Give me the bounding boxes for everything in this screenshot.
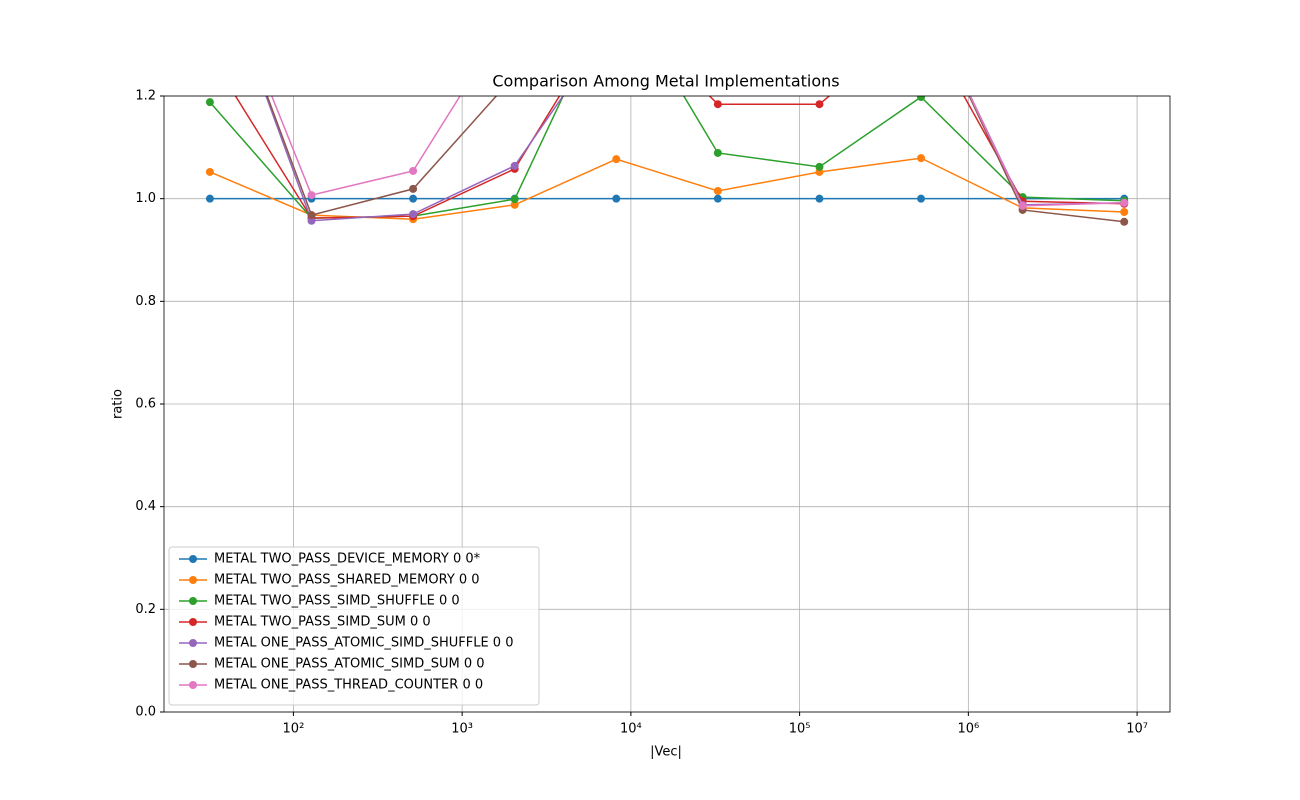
x-tick-label: 10⁶ <box>957 722 979 737</box>
legend-box <box>168 546 540 706</box>
legend-label: METAL ONE_PASS_THREAD_COUNTER 0 0 <box>214 678 483 693</box>
y-tick-label: 1.0 <box>135 191 156 206</box>
y-tick-label: 0.0 <box>135 705 156 720</box>
series-line <box>270 96 1125 207</box>
data-point <box>205 98 214 107</box>
legend-label: METAL TWO_PASS_SHARED_MEMORY 0 0 <box>214 573 480 588</box>
data-point <box>612 155 621 164</box>
x-tick-label: 10⁷ <box>1126 722 1148 737</box>
data-point <box>917 96 926 102</box>
data-point <box>713 100 722 109</box>
data-point <box>1120 198 1129 207</box>
y-axis-label: ratio <box>111 389 126 419</box>
legend-marker <box>189 618 197 626</box>
x-axis-label: |Vec| <box>650 745 682 760</box>
data-point <box>510 195 519 204</box>
y-tick-label: 0.2 <box>135 602 156 617</box>
data-point <box>510 161 519 170</box>
legend-marker <box>189 597 197 605</box>
y-tick-label: 0.4 <box>135 499 156 514</box>
data-point <box>815 162 824 171</box>
y-tick-label: 0.6 <box>135 397 156 412</box>
data-point <box>1018 201 1027 210</box>
data-point <box>1120 208 1129 217</box>
legend-marker <box>189 681 197 689</box>
x-tick-label: 10⁵ <box>789 722 811 737</box>
data-point <box>713 194 722 203</box>
data-point <box>307 216 316 225</box>
plot-area <box>205 96 1129 226</box>
legend-marker <box>189 639 197 647</box>
x-tick-label: 10⁴ <box>620 722 642 737</box>
data-point <box>1120 217 1129 226</box>
data-point <box>307 211 316 220</box>
data-point <box>205 167 214 176</box>
legend-marker <box>189 660 197 668</box>
data-point <box>917 154 926 163</box>
y-tick-label: 0.8 <box>135 294 156 309</box>
series-line <box>266 96 1125 223</box>
data-point <box>713 148 722 157</box>
data-point <box>409 166 418 175</box>
data-point <box>815 100 824 109</box>
chart-title: Comparison Among Metal Implementations <box>492 72 839 91</box>
legend-label: METAL ONE_PASS_ATOMIC_SIMD_SUM 0 0 <box>214 657 485 672</box>
x-tick-label: 10² <box>283 722 305 737</box>
legend-marker <box>189 576 197 584</box>
legend-label: METAL ONE_PASS_ATOMIC_SIMD_SHUFFLE 0 0 <box>214 636 513 651</box>
plot-frame <box>163 95 1171 713</box>
data-point <box>612 194 621 203</box>
data-point <box>205 194 214 203</box>
legend-label: METAL TWO_PASS_SIMD_SHUFFLE 0 0 <box>214 594 460 609</box>
data-point <box>409 210 418 219</box>
data-point <box>409 184 418 193</box>
x-tick-label: 10³ <box>451 722 473 737</box>
data-point <box>307 191 316 200</box>
legend-marker <box>189 555 197 563</box>
data-point <box>815 194 824 203</box>
data-point <box>917 194 926 203</box>
data-point <box>713 186 722 195</box>
legend-label: METAL TWO_PASS_DEVICE_MEMORY 0 0* <box>214 552 481 567</box>
data-point <box>510 200 519 209</box>
legend-label: METAL TWO_PASS_SIMD_SUM 0 0 <box>214 615 431 630</box>
y-tick-label: 1.2 <box>135 89 156 104</box>
data-point <box>409 194 418 203</box>
